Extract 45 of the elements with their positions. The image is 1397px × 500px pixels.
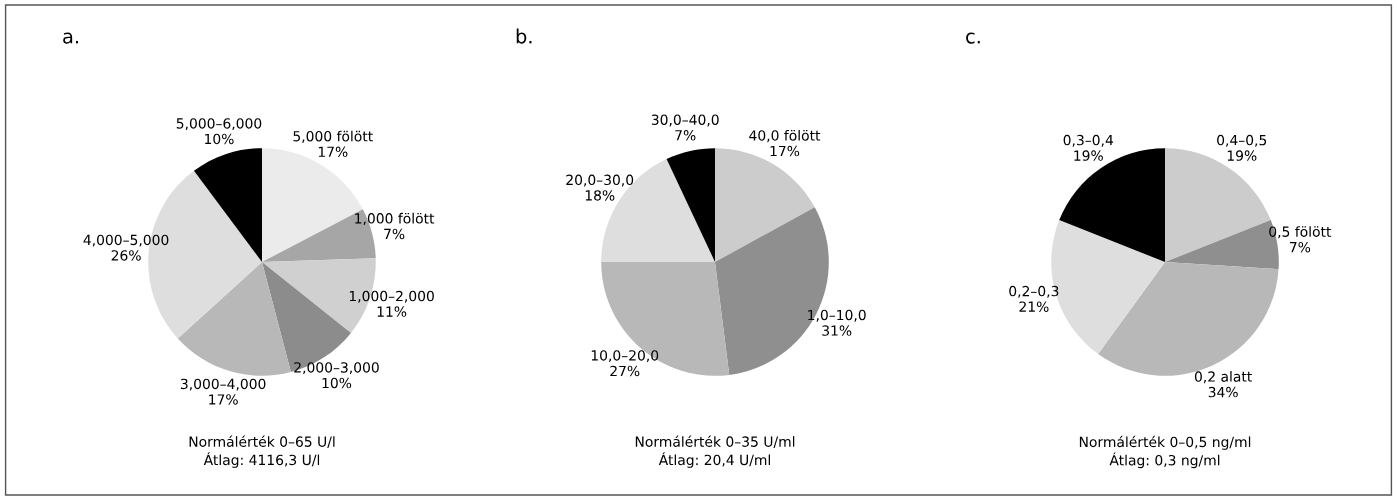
- chart-title: c.: [966, 32, 980, 44]
- text: Normálérték 0–0,5 ng/ml Átlag: 0,3 ng/ml: [1079, 435, 1251, 469]
- pie-slice: [177, 262, 291, 376]
- slice-label: 0,3–0,4: [1063, 134, 1114, 147]
- data-label: 19%: [1227, 150, 1257, 161]
- data-label: 26%: [111, 250, 141, 261]
- slice-label: 5,000–6,000: [176, 118, 262, 131]
- data-label: 11%: [377, 306, 407, 317]
- slice-label: 10,0–20,0: [591, 350, 659, 363]
- slice-label: 0,2–0,3: [1009, 285, 1059, 298]
- pie-slice: [666, 148, 715, 262]
- slice-label: 4,000–5,000: [83, 234, 169, 247]
- data-label: 7%: [675, 130, 696, 141]
- data-label: 31%: [822, 325, 852, 336]
- chart-title: a.: [63, 32, 78, 44]
- text: Normálérték 0–35 U/ml Átlag: 20,4 U/ml: [635, 435, 795, 468]
- slice-label: 5,000 fölött: [293, 130, 373, 143]
- slice-label: 20,0–30,0: [566, 174, 634, 187]
- chart-title: b.: [516, 28, 532, 44]
- text: Normálérték 0–65 U/l Átlag: 4116,3 U/l: [189, 435, 335, 468]
- slice-label: 1,000 fölött: [355, 212, 435, 226]
- slice-label: 0,4–0,5: [1217, 134, 1267, 147]
- slice-label: 0,2 alatt: [1194, 371, 1252, 384]
- data-label: 7%: [384, 228, 405, 240]
- data-label: 19%: [1074, 150, 1103, 161]
- slice-label: 1,0–10,0: [808, 309, 866, 322]
- data-label: 34%: [1208, 386, 1238, 398]
- data-label: 10%: [205, 133, 234, 145]
- data-label: 17%: [770, 145, 800, 157]
- data-label: 10%: [322, 377, 352, 389]
- data-label: 7%: [1289, 241, 1311, 253]
- pie-slice: [193, 148, 262, 262]
- pie-slice: [1165, 148, 1271, 262]
- data-label: 18%: [585, 190, 615, 201]
- pie-slice: [1059, 148, 1165, 262]
- slice-label: 3,000–4,000: [180, 378, 266, 391]
- data-label: 27%: [610, 365, 640, 377]
- slice-label: 2,000–3,000: [294, 362, 379, 375]
- slice-label: 30,0–40,0: [651, 114, 719, 127]
- data-label: 17%: [318, 146, 348, 158]
- slice-label: 1,000–2,000: [349, 290, 434, 303]
- slice-label: 0,5 fölött: [1269, 226, 1332, 239]
- slice-label: 40,0 fölött: [749, 129, 821, 143]
- data-label: 21%: [1019, 301, 1049, 312]
- data-label: 17%: [209, 394, 238, 405]
